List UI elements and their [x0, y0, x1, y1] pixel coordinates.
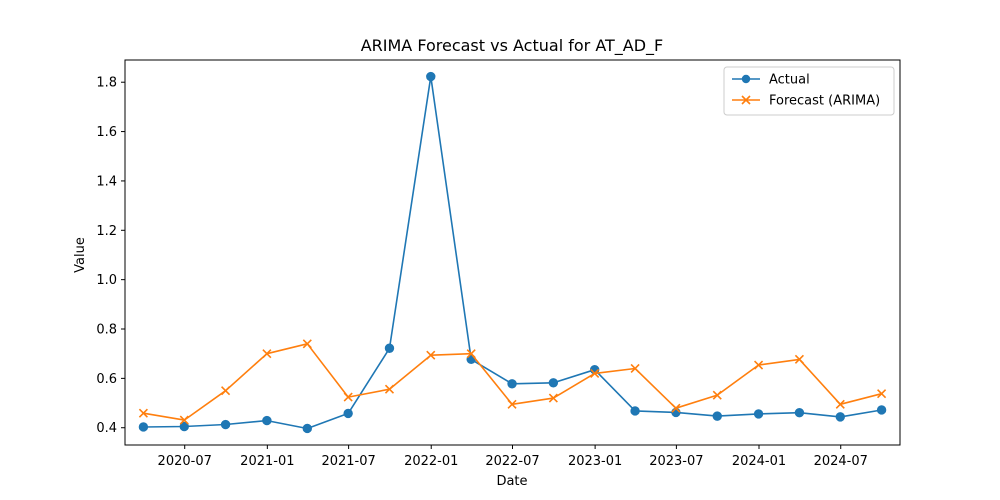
data-point-forecast — [426, 350, 436, 360]
data-point-forecast — [548, 393, 558, 403]
y-tick-label: 1.6 — [96, 125, 117, 140]
y-tick-label: 1.8 — [96, 76, 117, 91]
legend-marker-x — [741, 95, 751, 105]
data-point-forecast — [384, 384, 395, 394]
data-point-actual — [630, 406, 640, 416]
legend-label: Forecast (ARIMA) — [769, 94, 880, 109]
x-tick-label: 2023-07 — [649, 454, 703, 469]
data-point-forecast — [302, 339, 312, 349]
data-point-actual — [343, 408, 353, 419]
data-point-forecast — [712, 390, 722, 400]
x-tick-label: 2022-07 — [485, 454, 539, 469]
y-tick-label: 1.0 — [96, 273, 117, 288]
data-point-forecast — [835, 399, 845, 409]
x-tick-label: 2023-01 — [568, 454, 622, 469]
data-point-actual — [220, 419, 231, 430]
legend: Actual Forecast (ARIMA) — [723, 66, 895, 116]
data-point-forecast — [221, 386, 231, 396]
data-point-forecast — [590, 368, 600, 378]
data-point-forecast — [179, 415, 189, 425]
x-tick-label: 2024-07 — [814, 454, 868, 469]
data-point-actual — [794, 407, 805, 418]
legend-box — [723, 66, 895, 116]
data-point-actual — [671, 407, 681, 418]
chart-title: ARIMA Forecast vs Actual for AT_AD_F — [361, 36, 664, 56]
data-point-forecast — [630, 363, 640, 374]
data-point-forecast — [671, 403, 681, 413]
data-point-actual — [753, 409, 764, 419]
data-point-actual — [302, 423, 313, 434]
y-tick-label: 0.6 — [96, 372, 117, 387]
y-tick-label: 1.2 — [96, 224, 117, 239]
x-tick-label: 2020-07 — [158, 454, 212, 469]
data-point-forecast — [138, 408, 148, 418]
data-point-actual — [876, 405, 887, 415]
x-tick-label: 2021-01 — [240, 454, 294, 469]
data-point-actual — [384, 343, 395, 353]
data-point-actual — [426, 71, 436, 82]
plot-area: 2020-07 2021-01 2021-07 2022-01 2022-07 2023-… — [96, 59, 901, 469]
legend-label: Actual — [769, 73, 810, 88]
x-tick-label: 2022-01 — [404, 454, 458, 469]
x-axis-label: Date — [496, 474, 527, 489]
y-tick-label: 0.8 — [96, 323, 117, 338]
data-point-forecast — [877, 389, 887, 399]
data-point-actual — [179, 421, 189, 432]
data-point-actual — [712, 411, 722, 421]
data-point-forecast — [753, 360, 764, 370]
data-point-actual — [835, 412, 845, 422]
data-point-forecast — [466, 349, 476, 359]
data-point-forecast — [343, 392, 353, 402]
data-point-actual — [138, 422, 149, 432]
x-tick-label: 2024-01 — [732, 454, 786, 469]
x-tick-label: 2021-07 — [321, 454, 375, 469]
data-point-actual — [507, 379, 517, 389]
data-point-actual — [262, 415, 272, 426]
legend-marker-circle — [741, 74, 751, 84]
data-point-forecast — [262, 349, 272, 359]
data-point-forecast — [794, 354, 804, 364]
y-tick-label: 0.4 — [96, 421, 117, 436]
data-point-forecast — [507, 399, 517, 409]
y-tick-label: 1.4 — [96, 174, 117, 189]
y-axis-label: Value — [73, 237, 88, 273]
data-point-actual — [548, 378, 559, 388]
